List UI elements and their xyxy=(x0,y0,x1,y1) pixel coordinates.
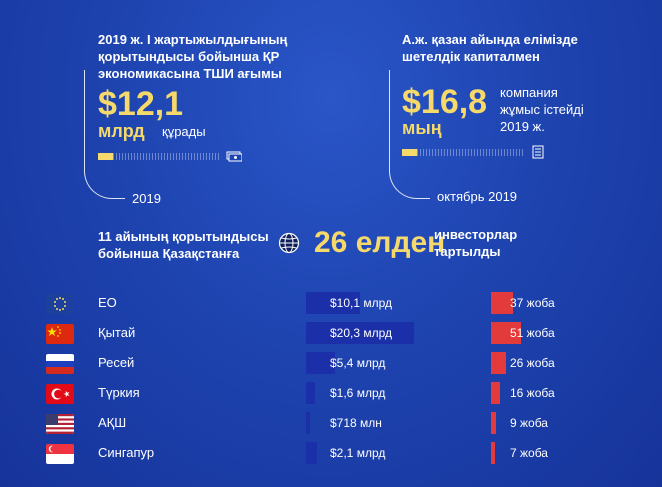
fdi-unit: млрд xyxy=(98,121,145,141)
projects-bar xyxy=(491,442,496,464)
projects-label: 51 жоба xyxy=(510,326,555,340)
fdi-progress-bar xyxy=(98,153,220,160)
companies-suffix-line-3: 2019 ж. xyxy=(500,119,545,134)
companies-progress-bar xyxy=(402,149,524,156)
investment-bar xyxy=(306,352,335,374)
projects-bar xyxy=(491,292,513,314)
fdi-heading-line-2: қорытындысы бойынша ҚР xyxy=(98,49,280,64)
investment-bar xyxy=(306,292,360,314)
investors-lead-line-2: бойынша Қазақстанға xyxy=(98,246,240,261)
investment-label: $10,1 млрд xyxy=(330,296,393,310)
companies-unit: мың xyxy=(402,118,442,138)
companies-bracket xyxy=(389,70,430,199)
investment-label: $20,3 млрд xyxy=(330,326,393,340)
turkey-flag-icon xyxy=(46,384,74,404)
country-label: ЕО xyxy=(98,295,117,310)
projects-bar xyxy=(491,412,497,434)
companies-heading-line-2: шетелдік капиталмен xyxy=(402,49,540,64)
projects-bar xyxy=(491,352,507,374)
investors-trail-line-1: инвесторлар xyxy=(434,227,518,242)
fdi-heading-line-1: 2019 ж. І жартыжылдығының xyxy=(98,32,288,47)
fdi-suffix: құрады xyxy=(162,124,206,139)
companies-caption: октябрь 2019 xyxy=(437,189,518,204)
investment-label: $1,6 млрд xyxy=(330,386,386,400)
investment-label: $2,1 млрд xyxy=(330,446,386,460)
companies-heading-line-1: А.ж. қазан айында елімізде xyxy=(402,32,578,47)
investment-bar xyxy=(306,412,310,434)
investment-label: $718 млн xyxy=(330,416,382,430)
projects-bar xyxy=(491,382,501,404)
investors-trail-line-2: тартылды xyxy=(434,244,501,259)
country-label: Ресей xyxy=(98,355,135,370)
companies-heading: А.ж. қазан айында елімізде шетелдік капи… xyxy=(402,31,578,65)
companies-progress-fill xyxy=(402,149,417,156)
projects-label: 9 жоба xyxy=(510,416,548,430)
projects-label: 37 жоба xyxy=(510,296,555,310)
globe-icon xyxy=(278,232,300,254)
singapore-flag-icon xyxy=(46,444,74,464)
country-label: Түркия xyxy=(98,385,140,400)
investors-lead-line-1: 11 айының қорытындысы xyxy=(98,229,269,244)
fdi-bracket xyxy=(84,70,125,199)
countries-count: 26 елден xyxy=(314,226,446,259)
companies-suffix-line-2: жұмыс істейді xyxy=(500,102,584,117)
money-icon xyxy=(226,151,242,162)
fdi-heading: 2019 ж. І жартыжылдығының қорытындысы бо… xyxy=(98,31,287,82)
companies-suffix: компания жұмыс істейді 2019 ж. xyxy=(500,84,584,135)
projects-label: 26 жоба xyxy=(510,356,555,370)
investors-lead-text: 11 айының қорытындысы бойынша Қазақстанғ… xyxy=(98,228,269,262)
country-label: Сингапур xyxy=(98,445,155,460)
investment-bar xyxy=(306,442,318,464)
china-flag-icon xyxy=(46,324,74,344)
investment-label: $5,4 млрд xyxy=(330,356,386,370)
document-icon xyxy=(532,145,544,159)
projects-label: 7 жоба xyxy=(510,446,548,460)
companies-suffix-line-1: компания xyxy=(500,85,558,100)
projects-label: 16 жоба xyxy=(510,386,555,400)
investment-bar xyxy=(306,322,414,344)
investors-trail-text: инвесторлар тартылды xyxy=(434,226,517,260)
eu-flag-icon xyxy=(46,294,74,314)
projects-bar xyxy=(491,322,521,344)
fdi-progress-fill xyxy=(98,153,113,160)
russia-flag-icon xyxy=(46,354,74,374)
country-label: АҚШ xyxy=(98,415,127,430)
fdi-heading-line-3: экономикасына ТШИ ағымы xyxy=(98,66,282,81)
country-label: Қытай xyxy=(98,325,136,340)
fdi-caption: 2019 xyxy=(132,191,161,206)
usa-flag-icon xyxy=(46,414,74,434)
investment-bar xyxy=(306,382,315,404)
